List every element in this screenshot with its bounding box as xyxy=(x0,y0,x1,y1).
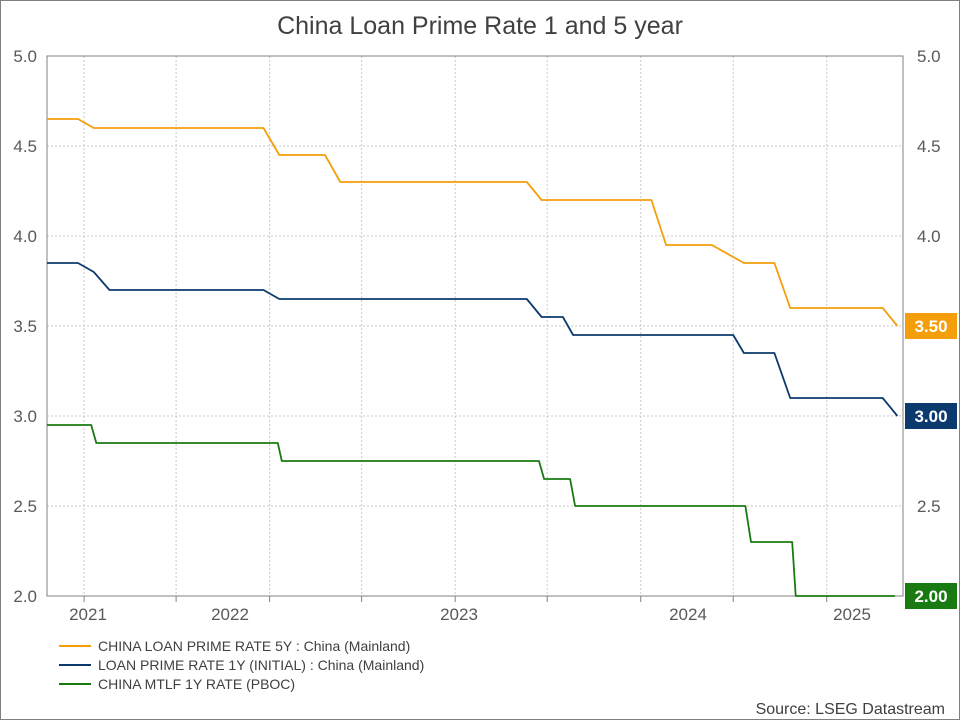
y-tick-label-left: 2.5 xyxy=(13,497,37,516)
series-line-2 xyxy=(47,262,899,417)
grid-lines xyxy=(47,55,903,597)
last-value-badge-1 xyxy=(905,313,957,339)
legend-label-3: CHINA MTLF 1Y RATE (PBOC) xyxy=(98,676,295,692)
x-tick-label: 2021 xyxy=(69,605,107,624)
last-value-label-2: 3.00 xyxy=(914,407,947,426)
axes: 2.02.02.52.53.03.03.53.54.04.04.54.55.05… xyxy=(13,47,940,624)
plot-area-border xyxy=(46,55,904,597)
last-value-badge-3 xyxy=(905,583,957,609)
source-note: Source: LSEG Datastream xyxy=(756,701,945,718)
last-value-label-3: 2.00 xyxy=(914,587,947,606)
y-tick-label-left: 2.0 xyxy=(13,587,37,606)
y-tick-label-left: 3.5 xyxy=(13,317,37,336)
series-line-3 xyxy=(47,424,895,597)
y-tick-label-right: 5.0 xyxy=(917,47,941,66)
x-tick-label: 2022 xyxy=(211,605,249,624)
y-tick-label-left: 3.0 xyxy=(13,407,37,426)
last-value-badge-2 xyxy=(905,403,957,429)
series-layer xyxy=(47,118,899,597)
chart-title: China Loan Prime Rate 1 and 5 year xyxy=(277,12,683,40)
legend: CHINA LOAN PRIME RATE 5Y : China (Mainla… xyxy=(59,638,424,692)
last-value-badges: 3.50 3.00 2.00 xyxy=(905,313,957,609)
y-tick-label-right: 4.0 xyxy=(917,227,941,246)
x-tick-label: 2023 xyxy=(440,605,478,624)
y-tick-label-left: 5.0 xyxy=(13,47,37,66)
series-line-1 xyxy=(47,118,899,327)
y-tick-label-left: 4.0 xyxy=(13,227,37,246)
y-tick-label-right: 2.5 xyxy=(917,497,941,516)
x-tick-label: 2024 xyxy=(669,605,707,624)
x-tick-label: 2025 xyxy=(833,605,871,624)
legend-label-2: LOAN PRIME RATE 1Y (INITIAL) : China (Ma… xyxy=(98,657,424,673)
y-tick-label-right: 4.5 xyxy=(917,137,941,156)
last-value-label-1: 3.50 xyxy=(914,317,947,336)
legend-label-1: CHINA LOAN PRIME RATE 5Y : China (Mainla… xyxy=(98,638,410,654)
y-tick-label-left: 4.5 xyxy=(13,137,37,156)
